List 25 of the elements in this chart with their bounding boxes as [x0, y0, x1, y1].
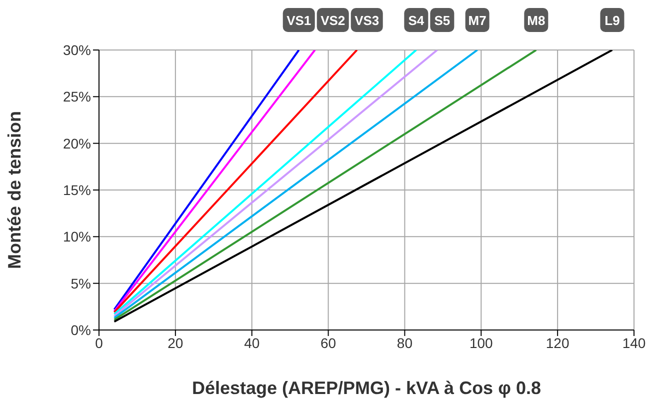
series-label: M7: [468, 13, 486, 28]
y-tick-label: 15%: [62, 182, 91, 198]
x-tick-label: 140: [622, 334, 646, 351]
x-axis-title: Délestage (AREP/PMG) - kVA à Cos φ 0.8: [192, 378, 541, 398]
series-label: VS2: [320, 13, 346, 28]
x-tick-label: 60: [320, 334, 336, 351]
y-tick-label: 30%: [62, 42, 91, 58]
y-tick-label: 0%: [70, 322, 91, 338]
x-tick-label: 80: [396, 334, 413, 351]
series-label: S4: [408, 13, 425, 28]
series-label: M8: [527, 13, 546, 28]
x-tick-label: 20: [168, 334, 184, 351]
series-label: VS1: [286, 13, 312, 28]
y-tick-label: 20%: [62, 135, 91, 152]
y-tick-label: 10%: [62, 228, 91, 245]
x-tick-label: 0: [95, 334, 104, 351]
series-label: S5: [434, 13, 450, 28]
y-tick-label: 25%: [62, 88, 91, 105]
y-axis-title: Montée de tension: [4, 110, 24, 270]
series-label: VS3: [354, 13, 380, 28]
series-label: L9: [604, 13, 620, 28]
x-tick-label: 40: [244, 334, 260, 351]
x-tick-label: 100: [469, 334, 494, 351]
x-tick-label: 120: [546, 334, 570, 351]
y-tick-label: 5%: [70, 275, 91, 292]
